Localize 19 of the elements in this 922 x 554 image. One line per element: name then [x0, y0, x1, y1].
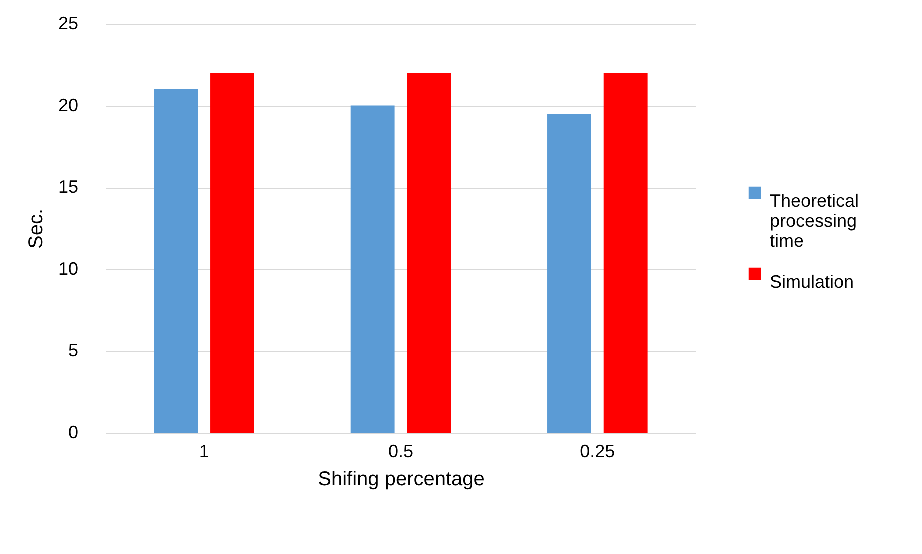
bar	[604, 73, 648, 433]
y-axis-title: Sec.	[25, 208, 48, 250]
y-tick-label: 10	[58, 258, 78, 279]
bar	[154, 89, 198, 433]
x-axis-title: Shifing percentage	[318, 468, 485, 490]
y-tick-label: 0	[68, 422, 78, 442]
y-tick-label: 20	[58, 95, 78, 116]
x-tick-label: 0.25	[580, 442, 616, 462]
bar	[350, 106, 395, 433]
bar	[210, 73, 254, 433]
y-tick-label: 15	[58, 177, 78, 198]
x-tick-label: 1	[199, 442, 210, 462]
bar	[407, 73, 452, 433]
x-tick-label: 0.5	[388, 442, 414, 462]
legend-label: Simulation	[770, 272, 854, 292]
y-tick-label: 5	[68, 340, 78, 361]
bar	[548, 114, 592, 433]
y-tick-label: 25	[58, 14, 78, 34]
legend-label: Theoretical processing time	[770, 191, 860, 251]
